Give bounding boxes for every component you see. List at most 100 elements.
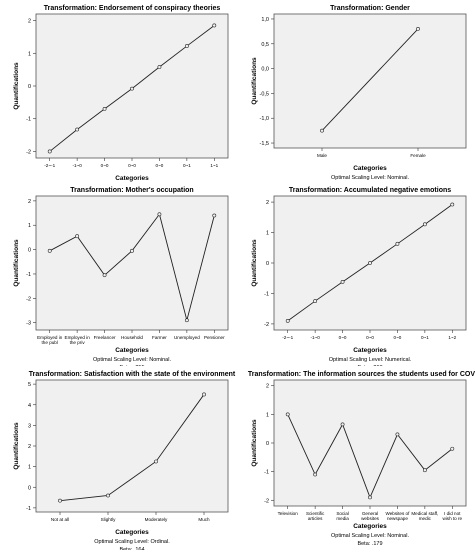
y-tick-label: -1	[264, 291, 269, 297]
y-tick-label: 1	[266, 231, 269, 237]
data-point	[450, 446, 455, 451]
y-tick-label: 1	[28, 465, 31, 471]
y-tick-label: -1	[264, 470, 269, 476]
x-tick-label: Slightly	[101, 517, 117, 522]
y-tick-label: 1,0	[261, 17, 269, 23]
x-tick-label-line: Employed in	[37, 335, 63, 340]
chart-title: Transformation: Satisfaction with the st…	[29, 371, 236, 378]
y-tick-label: -1	[26, 506, 31, 512]
x-tick-label: 0~0	[394, 335, 402, 340]
y-axis-label: Quantifications	[13, 62, 20, 110]
series-line	[59, 394, 205, 502]
data-point	[340, 279, 345, 284]
data-point	[157, 212, 162, 217]
y-tick-label: 2	[28, 19, 31, 25]
x-tick-label-line: websites	[361, 516, 380, 521]
x-tick-label: -1~0	[72, 163, 82, 168]
x-tick-label-line: the publ	[42, 340, 58, 345]
x-tick-label: 0~0	[366, 335, 374, 340]
x-tick-label: Freelancer	[94, 335, 116, 340]
y-tick-label: -1,0	[260, 116, 269, 122]
y-tick-label: 0	[28, 248, 31, 254]
x-tick-label: Unemployed	[174, 335, 200, 340]
scaling-level-note: Optimal Scaling Level: Nominal.	[331, 533, 409, 539]
data-point	[422, 468, 427, 473]
data-point	[313, 299, 318, 303]
x-tick-label: Social media	[336, 511, 349, 521]
x-tick-label-line: media	[336, 516, 349, 521]
x-tick-label: Much	[198, 517, 210, 522]
scaling-level-note: Optimal Scaling Level: Numerical.	[329, 357, 412, 363]
y-tick-label: 0,0	[261, 67, 269, 73]
plot-area	[35, 379, 229, 513]
chart-title: Transformation: Gender	[330, 5, 410, 12]
data-point	[285, 318, 290, 323]
scaling-level-note: Optimal Scaling Level: Nominal.	[93, 357, 171, 363]
y-axis-label: Quantifications	[13, 422, 20, 470]
y-tick-label: -2	[264, 498, 269, 504]
data-point	[75, 127, 80, 132]
x-tick-label-line: newspape	[387, 516, 408, 521]
y-tick-label: 4	[28, 403, 31, 409]
scaling-level-note: Optimal Scaling Level: Ordinal.	[94, 539, 170, 545]
plot-area	[35, 195, 229, 331]
chart-svg: Transformation: Gender -1,5 -1,0 -0,5 0,0 0,5…	[251, 5, 467, 181]
data-point	[130, 248, 134, 253]
x-tick-label: -2~-1	[44, 163, 55, 168]
y-tick-label: 0,5	[261, 42, 269, 48]
data-point	[340, 422, 345, 427]
x-tick-label: -2~-1	[282, 335, 293, 340]
data-point	[212, 213, 217, 218]
y-tick-label: 1	[28, 51, 31, 57]
x-tick-label: Scientific articles	[306, 511, 325, 521]
data-point	[313, 472, 318, 477]
x-tick-label-line: Employed in	[65, 335, 91, 340]
scaling-level-note: Optimal Scaling Level: Nominal.	[331, 175, 409, 181]
x-tick-label-line: I did not	[444, 511, 461, 516]
chart-svg: Transformation: Satisfaction with the st…	[13, 371, 236, 553]
chart-title: Transformation: Endorsement of conspirac…	[44, 5, 221, 12]
x-tick-label: Male	[317, 153, 327, 158]
data-point	[202, 392, 206, 397]
x-tick-label: Farmer	[152, 335, 167, 340]
data-point	[106, 493, 110, 498]
y-tick-label: -2	[264, 322, 269, 328]
x-axis-label: Categories	[353, 523, 387, 530]
x-tick-label: Employed in the priv	[65, 335, 91, 345]
data-point	[75, 234, 80, 239]
y-tick-label: 0	[266, 441, 269, 447]
data-point	[422, 222, 427, 227]
plot-area	[273, 13, 467, 149]
data-point	[47, 248, 52, 253]
x-tick-label: -1~0	[310, 335, 320, 340]
data-point	[154, 459, 158, 464]
x-axis-label: Categories	[353, 347, 387, 354]
chart-svg: Transformation: Endorsement of conspirac…	[13, 5, 229, 182]
data-point	[395, 432, 400, 437]
chart-title: Transformation: Mother's occupation	[70, 187, 193, 194]
x-tick-label: Not at all	[51, 517, 69, 522]
x-tick-label: Household	[121, 335, 143, 340]
data-point	[58, 498, 62, 503]
y-tick-label: 0	[28, 485, 31, 491]
x-tick-label: Female	[410, 153, 426, 158]
data-point	[285, 412, 290, 417]
chart-svg: Transformation: Accumulated negative emo…	[251, 187, 467, 371]
data-point	[212, 23, 217, 28]
data-point	[102, 107, 107, 111]
series-line	[321, 28, 419, 131]
x-tick-label: Websites of newspape	[385, 511, 410, 521]
y-tick-label: 0	[28, 84, 31, 90]
data-point	[130, 86, 134, 91]
y-axis-label: Quantifications	[251, 419, 258, 467]
y-tick-label: -0,5	[260, 91, 269, 97]
x-tick-label-line: Websites of	[385, 511, 410, 516]
y-tick-label: 2	[266, 200, 269, 206]
y-axis-label: Quantifications	[251, 57, 258, 105]
chart-panel-gender: Transformation: Gender -1,5 -1,0 -0,5 0,0 0,5…	[238, 0, 475, 187]
x-axis-label: Categories	[115, 175, 149, 182]
y-tick-label: -1,5	[260, 141, 269, 147]
chart-title: Transformation: Accumulated negative emo…	[289, 187, 451, 194]
x-tick-label-line: Medical staff,	[411, 511, 438, 516]
